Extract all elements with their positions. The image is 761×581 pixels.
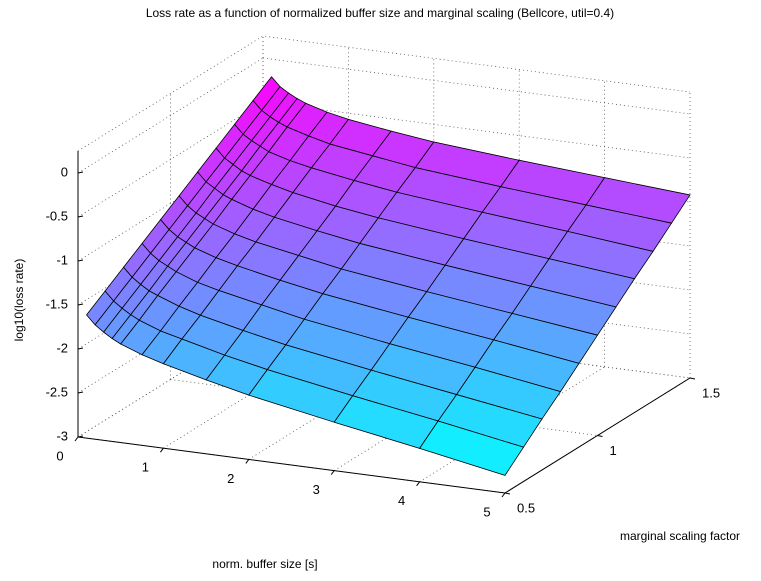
x-tick-label: 3 xyxy=(313,482,320,497)
y-tick-label: 1.5 xyxy=(702,385,720,400)
z-tick-label: -2 xyxy=(56,340,68,355)
z-tick xyxy=(77,303,84,306)
z-tick-label: 0 xyxy=(61,164,68,179)
x-tick xyxy=(245,459,250,464)
z-tick-label: -1.5 xyxy=(46,296,68,311)
y-tick xyxy=(597,435,603,437)
y-tick xyxy=(504,492,511,495)
x-tick xyxy=(416,481,421,487)
y-axis-label: marginal scaling factor xyxy=(620,529,740,543)
x-tick xyxy=(159,447,164,453)
z-tick-label: -3 xyxy=(56,428,68,443)
x-tick-label: 2 xyxy=(227,471,234,486)
surface-patch xyxy=(418,420,525,476)
z-tick-label: -2.5 xyxy=(46,384,68,399)
z-tick xyxy=(77,435,84,438)
y-tick-label: 0.5 xyxy=(517,500,535,515)
z-tick xyxy=(77,347,84,350)
x-tick-label: 5 xyxy=(483,504,490,519)
x-tick xyxy=(501,492,506,498)
x-tick-label: 4 xyxy=(398,493,405,508)
y-tick-label: 1 xyxy=(610,443,617,458)
x-axis xyxy=(77,436,506,494)
z-axis-label: log10(loss rate) xyxy=(12,259,26,342)
x-tick-label: 1 xyxy=(142,460,149,475)
x-tick-label: 0 xyxy=(56,448,63,463)
x-axis-label: norm. buffer size [s] xyxy=(212,557,317,571)
z-tick xyxy=(77,215,84,218)
y-tick xyxy=(689,377,696,380)
z-tick xyxy=(77,391,84,394)
x-tick xyxy=(74,436,79,442)
z-tick-label: -0.5 xyxy=(46,208,68,223)
box-edge xyxy=(77,35,691,152)
z-tick-label: -1 xyxy=(56,252,68,267)
z-tick xyxy=(77,171,84,174)
chart-title: Loss rate as a function of normalized bu… xyxy=(146,6,614,20)
x-tick xyxy=(330,470,335,475)
z-tick xyxy=(77,259,84,262)
